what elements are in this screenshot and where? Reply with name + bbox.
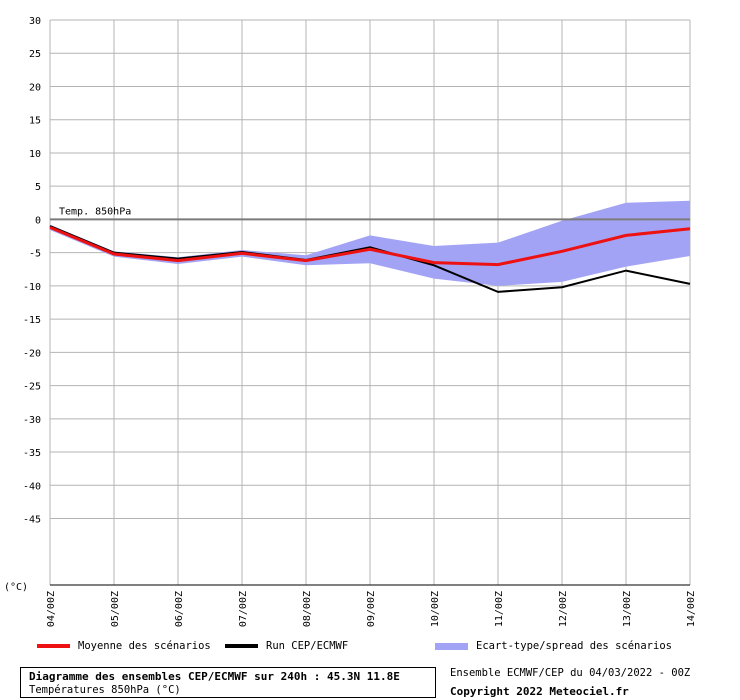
- copyright: Copyright 2022 Meteociel.fr: [450, 685, 629, 698]
- y-tick-label: 25: [29, 49, 41, 60]
- spread-band: [50, 200, 690, 286]
- ensemble-chart: Temp. 850hPa 30 25 20 15 10 5 0 -5 -10 -15 -20 -25 -…: [4, 16, 697, 627]
- x-axis-ticks: 04/00Z 05/00Z 06/00Z 07/00Z 08/00Z 09/00Z 10/0…: [46, 591, 697, 627]
- mean-line: [49, 226, 691, 267]
- legend-run-label: Run CEP/ECMWF: [266, 640, 349, 652]
- y-tick-label: -15: [23, 315, 41, 326]
- run-info: Ensemble ECMWF/CEP du 04/03/2022 - 00Z: [450, 667, 691, 679]
- y-axis-ticks: 30 25 20 15 10 5 0 -5 -10 -15 -20 -25 -30 -35 -40 -45: [23, 16, 41, 526]
- y-tick-label: -25: [23, 382, 41, 393]
- x-tick-label: 07/00Z: [238, 591, 249, 627]
- y-tick-label: 10: [29, 149, 41, 160]
- y-tick-label: 15: [29, 116, 41, 127]
- x-tick-label: 11/00Z: [494, 591, 505, 627]
- chart-grid: [49, 19, 691, 585]
- x-tick-label: 14/00Z: [686, 591, 697, 627]
- run-line: [49, 225, 691, 293]
- legend-run: Run CEP/ECMWF: [225, 640, 348, 652]
- y-tick-label: 5: [35, 182, 41, 193]
- y-tick-label: -10: [23, 282, 41, 293]
- chart-subtitle: Températures 850hPa (°C): [29, 684, 181, 696]
- y-tick-label: -30: [23, 415, 41, 426]
- x-tick-label: 06/00Z: [174, 591, 185, 627]
- legend-spread-label: Ecart-type/spread des scénarios: [476, 640, 672, 652]
- x-tick-label: 12/00Z: [558, 591, 569, 627]
- run-swatch: [225, 644, 258, 648]
- y-tick-label: -40: [23, 481, 41, 492]
- x-tick-label: 08/00Z: [302, 591, 313, 627]
- y-tick-label: 0: [35, 215, 41, 226]
- y-tick-label: -20: [23, 348, 41, 359]
- y-tick-label: -45: [23, 515, 41, 526]
- x-tick-label: 05/00Z: [110, 591, 121, 627]
- y-tick-label: -5: [29, 249, 41, 260]
- legend-mean-label: Moyenne des scénarios: [78, 640, 211, 652]
- legend-spread: Ecart-type/spread des scénarios: [435, 640, 672, 652]
- mean-swatch: [37, 644, 70, 648]
- x-tick-label: 10/00Z: [430, 591, 441, 627]
- y-tick-label: 20: [29, 82, 41, 93]
- x-tick-label: 04/00Z: [46, 591, 57, 627]
- unit-label: (°C): [4, 582, 28, 593]
- series-label-on-plot: Temp. 850hPa: [59, 206, 131, 217]
- x-tick-label: 09/00Z: [366, 591, 377, 627]
- y-tick-label: -35: [23, 448, 41, 459]
- x-tick-label: 13/00Z: [622, 591, 633, 627]
- spread-swatch: [435, 642, 468, 650]
- legend-mean: Moyenne des scénarios: [37, 640, 211, 652]
- chart-title: Diagramme des ensembles CEP/ECMWF sur 24…: [29, 670, 400, 683]
- chart-info-box: Diagramme des ensembles CEP/ECMWF sur 24…: [20, 667, 436, 698]
- y-tick-label: 30: [29, 16, 41, 27]
